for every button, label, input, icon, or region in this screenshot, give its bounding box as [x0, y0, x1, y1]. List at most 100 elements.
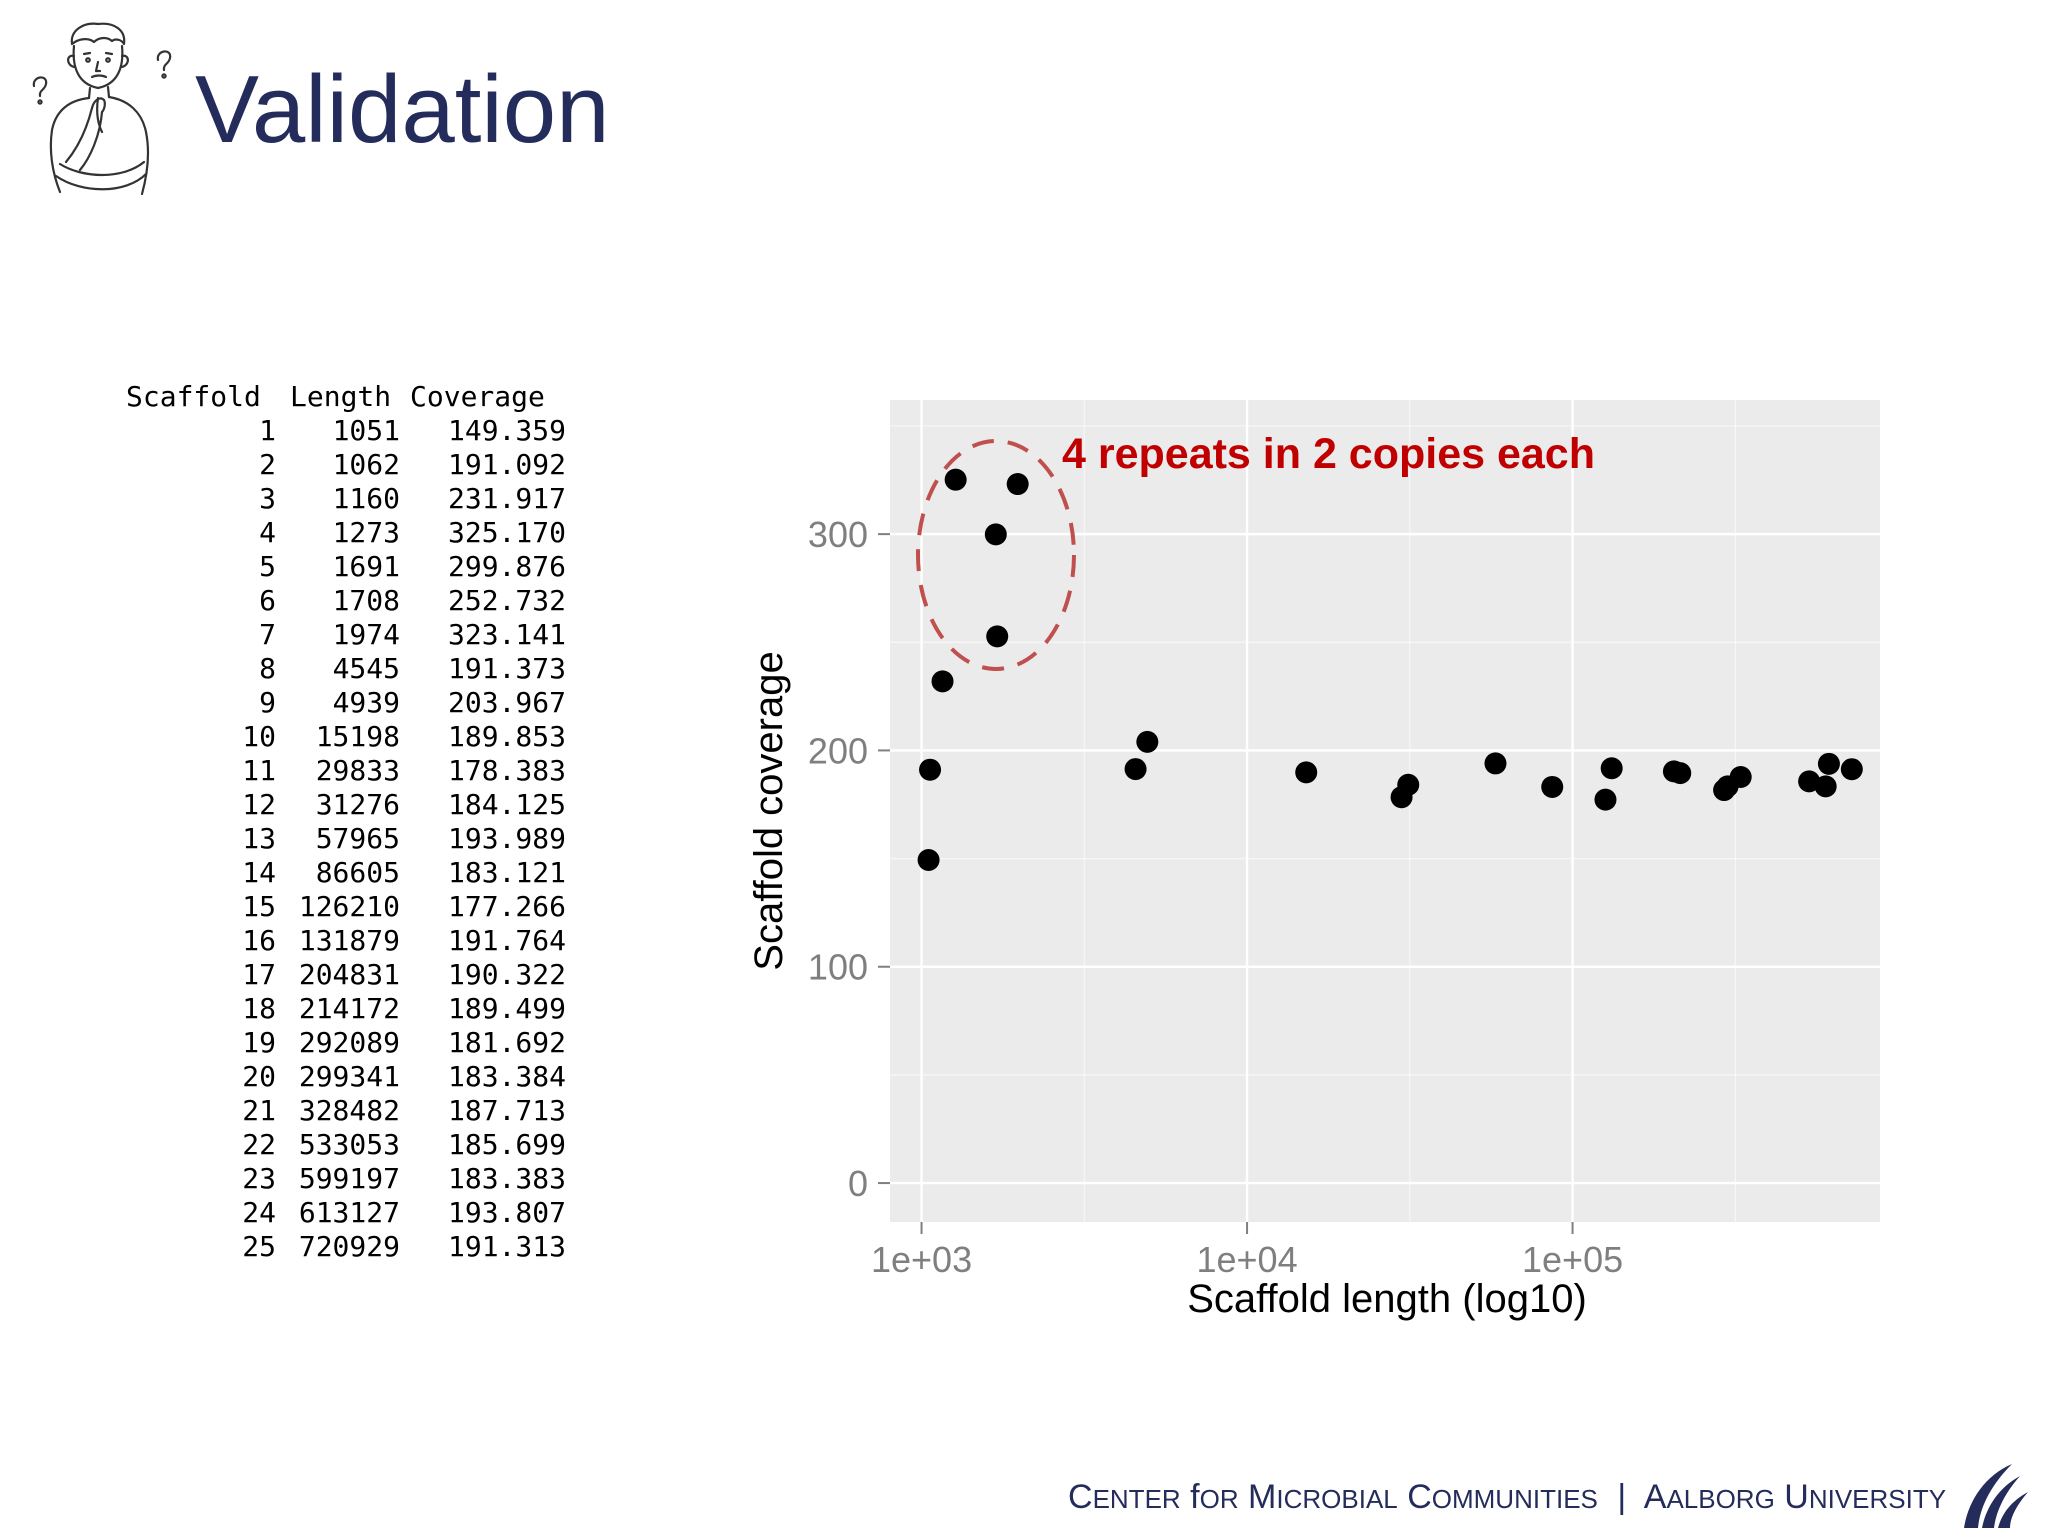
- cell-scaffold: 9: [259, 686, 276, 719]
- table-row: 13 57965 193.989: [126, 822, 566, 856]
- table-row: 9 4939 203.967: [126, 686, 566, 720]
- center-name: CENTER fOR MICROBIAL COMMUNITIES: [1068, 1478, 1598, 1516]
- cell-coverage: 323.141: [447, 618, 566, 651]
- cell-length: 299341: [298, 1060, 400, 1093]
- y-tick-label: 100: [808, 947, 868, 988]
- table-row: 23 599197 183.383: [126, 1162, 566, 1196]
- cell-length: 31276: [315, 788, 400, 821]
- cell-scaffold: 23: [242, 1162, 276, 1195]
- table-row: 16 131879 191.764: [126, 924, 566, 958]
- cell-length: 214172: [298, 992, 400, 1025]
- cell-coverage: 183.384: [447, 1060, 566, 1093]
- data-point: [1484, 752, 1507, 775]
- table-row: 6 1708 252.732: [126, 584, 566, 618]
- data-point: [1669, 762, 1692, 785]
- cell-coverage: 190.322: [447, 958, 566, 991]
- cell-length: 328482: [298, 1094, 400, 1127]
- data-point: [1840, 758, 1863, 781]
- cell-coverage: 193.989: [447, 822, 566, 855]
- cell-length: 720929: [298, 1230, 400, 1263]
- cell-length: 4939: [332, 686, 400, 719]
- cell-coverage: 185.699: [447, 1128, 566, 1161]
- cell-coverage: 325.170: [447, 516, 566, 549]
- table-row: 15 126210 177.266: [126, 890, 566, 924]
- cell-coverage: 191.092: [447, 448, 566, 481]
- cell-length: 4545: [332, 652, 400, 685]
- cell-length: 533053: [298, 1128, 400, 1161]
- data-point: [1124, 758, 1147, 781]
- x-tick-label: 1e+05: [1522, 1239, 1623, 1280]
- cell-scaffold: 11: [242, 754, 276, 787]
- header-length: Length: [290, 380, 392, 413]
- cell-scaffold: 24: [242, 1196, 276, 1229]
- cell-length: 204831: [298, 958, 400, 991]
- cell-scaffold: 8: [259, 652, 276, 685]
- cell-coverage: 252.732: [447, 584, 566, 617]
- cell-scaffold: 1: [259, 414, 276, 447]
- table-row: 3 1160 231.917: [126, 482, 566, 516]
- cell-coverage: 189.499: [447, 992, 566, 1025]
- data-point: [1729, 766, 1752, 789]
- footer-institution: CENTER fOR MICROBIAL COMMUNITIES | AALBO…: [1068, 1478, 1946, 1517]
- data-point: [1600, 757, 1623, 780]
- thinking-person-icon: [32, 22, 172, 196]
- table-row: 18 214172 189.499: [126, 992, 566, 1026]
- x-tick-label: 1e+03: [871, 1239, 972, 1280]
- cell-coverage: 177.266: [447, 890, 566, 923]
- cell-coverage: 193.807: [447, 1196, 566, 1229]
- y-tick-label: 0: [848, 1163, 868, 1204]
- cell-length: 15198: [315, 720, 400, 753]
- table-row: 17 204831 190.322: [126, 958, 566, 992]
- cell-scaffold: 22: [242, 1128, 276, 1161]
- cell-length: 1062: [332, 448, 400, 481]
- data-point: [1006, 473, 1029, 496]
- cell-scaffold: 17: [242, 958, 276, 991]
- cell-scaffold: 10: [242, 720, 276, 753]
- cell-coverage: 178.383: [447, 754, 566, 787]
- plot-panel: [890, 400, 1880, 1222]
- data-point: [1295, 761, 1318, 784]
- data-point: [1594, 788, 1617, 811]
- header-coverage: Coverage: [410, 380, 545, 413]
- data-point: [986, 625, 1009, 648]
- cell-scaffold: 7: [259, 618, 276, 651]
- data-point: [984, 523, 1007, 546]
- table-row: 21 328482 187.713: [126, 1094, 566, 1128]
- aalborg-university-logo-icon: [1964, 1464, 2028, 1528]
- table-row: 19 292089 181.692: [126, 1026, 566, 1060]
- cell-scaffold: 25: [242, 1230, 276, 1263]
- cell-length: 613127: [298, 1196, 400, 1229]
- repeats-highlight-ellipse: [916, 439, 1076, 671]
- table-row: 7 1974 323.141: [126, 618, 566, 652]
- table-row: 20 299341 183.384: [126, 1060, 566, 1094]
- cell-coverage: 183.121: [447, 856, 566, 889]
- cell-length: 86605: [315, 856, 400, 889]
- table-row: 24 613127 193.807: [126, 1196, 566, 1230]
- cell-scaffold: 14: [242, 856, 276, 889]
- data-point: [917, 848, 940, 871]
- cell-scaffold: 21: [242, 1094, 276, 1127]
- cell-scaffold: 15: [242, 890, 276, 923]
- table-header: Scaffold Length Coverage: [126, 380, 566, 414]
- table-row: 10 15198 189.853: [126, 720, 566, 754]
- data-point: [1541, 775, 1564, 798]
- cell-coverage: 187.713: [447, 1094, 566, 1127]
- university-name: AALBORG UNIVERSITY: [1643, 1478, 1947, 1516]
- x-tick-label: 1e+04: [1196, 1239, 1297, 1280]
- table-row: 2 1062 191.092: [126, 448, 566, 482]
- cell-coverage: 183.383: [447, 1162, 566, 1195]
- cell-coverage: 189.853: [447, 720, 566, 753]
- cell-scaffold: 3: [259, 482, 276, 515]
- data-point: [1814, 775, 1837, 798]
- cell-length: 1051: [332, 414, 400, 447]
- cell-length: 292089: [298, 1026, 400, 1059]
- scatter-chart: 0 100 200 300 1e+03 1e+04 1e+05 4 repeats in 2…: [747, 400, 1880, 1321]
- cell-coverage: 299.876: [447, 550, 566, 583]
- y-axis-label: Scaffold coverage: [747, 651, 791, 970]
- y-tick-label: 200: [808, 730, 868, 771]
- cell-coverage: 231.917: [447, 482, 566, 515]
- table-row: 25 720929 191.313: [126, 1230, 566, 1264]
- cell-scaffold: 2: [259, 448, 276, 481]
- cell-length: 57965: [315, 822, 400, 855]
